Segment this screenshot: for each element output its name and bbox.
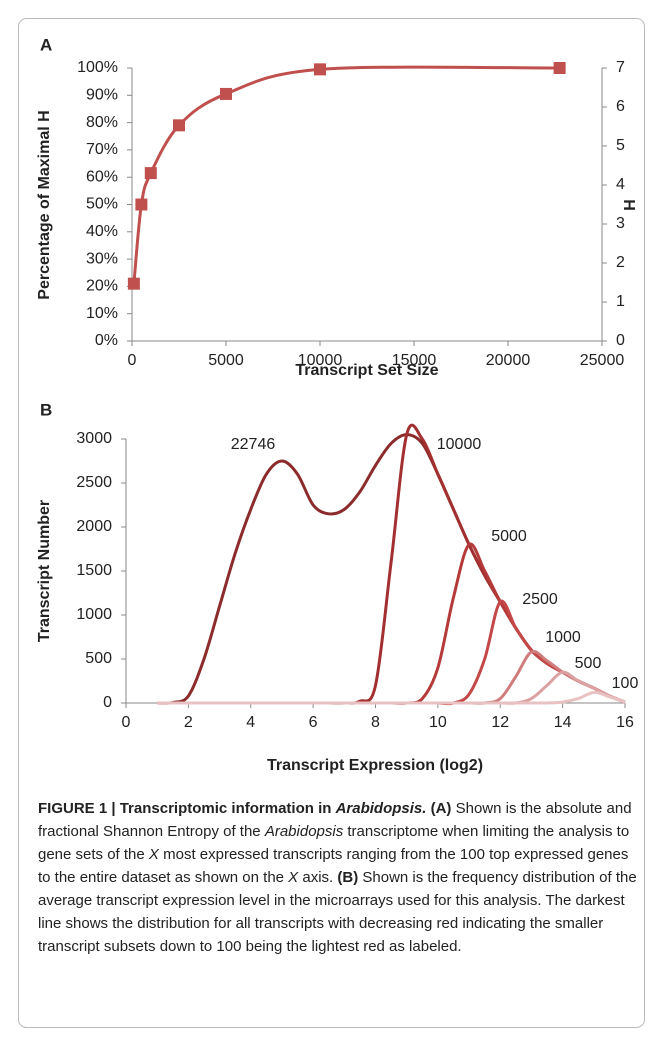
x-tick-label: 20000 bbox=[486, 352, 531, 369]
x-tick-label: 5000 bbox=[208, 352, 244, 369]
series-label: 1000 bbox=[545, 629, 581, 646]
x-tick-label: 4 bbox=[246, 714, 255, 731]
x-tick-label: 25000 bbox=[580, 352, 625, 369]
series-line bbox=[157, 423, 626, 705]
x-tick-label: 10 bbox=[429, 714, 447, 731]
y-tick-label: 20% bbox=[86, 278, 118, 295]
x-tick-label: 14 bbox=[554, 714, 572, 731]
caption-run: most expressed transcripts ranging from … bbox=[38, 846, 629, 886]
y2-tick-label: 0 bbox=[616, 332, 625, 349]
caption-run: (B) bbox=[337, 869, 359, 886]
y-tick-label: 3000 bbox=[76, 430, 112, 447]
series-label: 2500 bbox=[522, 591, 558, 608]
series-line bbox=[157, 690, 626, 705]
marker bbox=[135, 198, 148, 211]
y-tick-label: 80% bbox=[86, 114, 118, 131]
marker bbox=[220, 87, 232, 100]
panel-label: A bbox=[40, 35, 52, 54]
y2-tick-label: 7 bbox=[616, 59, 625, 76]
caption-run: axis. bbox=[302, 869, 334, 886]
x-tick-label: 0 bbox=[128, 352, 137, 369]
y-tick-label: 500 bbox=[85, 650, 112, 667]
series-label: 10000 bbox=[437, 436, 482, 453]
y-tick-label: 30% bbox=[86, 250, 118, 267]
y-tick-label: 1500 bbox=[76, 562, 112, 579]
y2-tick-label: 4 bbox=[616, 176, 625, 193]
y-tick-label: 90% bbox=[86, 87, 118, 104]
series-label: 100 bbox=[612, 675, 639, 692]
y-tick-label: 100% bbox=[77, 59, 118, 76]
x-tick-label: 12 bbox=[491, 714, 509, 731]
x-tick-label: 15000 bbox=[392, 352, 437, 369]
x-axis-title: Transcript Expression (log2) bbox=[267, 757, 483, 774]
caption: FIGURE 1 | Transcriptomic information in… bbox=[38, 797, 638, 958]
x-tick-label: 10000 bbox=[298, 352, 343, 369]
caption-run: FIGURE 1 | Transcriptomic information in bbox=[38, 800, 332, 817]
x-tick-label: 0 bbox=[122, 714, 131, 731]
y-tick-label: 0% bbox=[95, 332, 118, 349]
caption-run: X bbox=[288, 869, 299, 886]
figure-border bbox=[18, 18, 645, 1028]
series-label: 5000 bbox=[491, 528, 527, 545]
x-tick-label: 8 bbox=[371, 714, 380, 731]
marker bbox=[314, 63, 326, 76]
x-tick-label: 16 bbox=[616, 714, 634, 731]
series-line bbox=[132, 65, 560, 284]
y2-tick-label: 6 bbox=[616, 98, 625, 115]
y2-axis-title: H bbox=[620, 199, 637, 211]
y-tick-label: 2000 bbox=[76, 518, 112, 535]
y2-tick-label: 5 bbox=[616, 137, 625, 154]
series-label: 500 bbox=[575, 655, 602, 672]
y-tick-label: 10% bbox=[86, 305, 118, 322]
x-axis-title: Transcript Set Size bbox=[295, 362, 438, 379]
panel-label: B bbox=[40, 400, 52, 419]
x-tick-label: 2 bbox=[184, 714, 193, 731]
y-axis-title: Transcript Number bbox=[36, 500, 53, 642]
caption-run: Shown is the frequency distribution of t… bbox=[38, 869, 637, 955]
y-tick-label: 50% bbox=[86, 196, 118, 213]
marker bbox=[144, 167, 157, 180]
y-tick-label: 40% bbox=[86, 223, 118, 240]
y-tick-label: 0 bbox=[103, 694, 112, 711]
series-label: 22746 bbox=[231, 436, 276, 453]
marker bbox=[553, 62, 566, 74]
caption-run: Arabidopsis bbox=[264, 823, 344, 840]
marker bbox=[127, 277, 140, 290]
series-line bbox=[157, 670, 626, 705]
caption-run: Shown is the absolute and fractional Sha… bbox=[38, 800, 632, 840]
y-tick-label: 60% bbox=[86, 168, 118, 185]
caption-run: X bbox=[148, 846, 159, 863]
marker bbox=[173, 119, 185, 132]
y2-tick-label: 1 bbox=[616, 293, 625, 310]
y-tick-label: 1000 bbox=[76, 606, 112, 623]
y2-tick-label: 3 bbox=[616, 215, 625, 232]
caption-run: transcriptome when limiting the analysis… bbox=[38, 823, 630, 863]
y2-tick-label: 2 bbox=[616, 254, 625, 271]
y-tick-label: 70% bbox=[86, 141, 118, 158]
y-axis-title: Percentage of Maximal H bbox=[36, 110, 53, 299]
x-tick-label: 6 bbox=[309, 714, 318, 731]
series-line bbox=[157, 599, 626, 706]
caption-run: (A) bbox=[430, 800, 452, 817]
caption-run: Arabidopsis. bbox=[335, 800, 427, 817]
y-tick-label: 2500 bbox=[76, 474, 112, 491]
